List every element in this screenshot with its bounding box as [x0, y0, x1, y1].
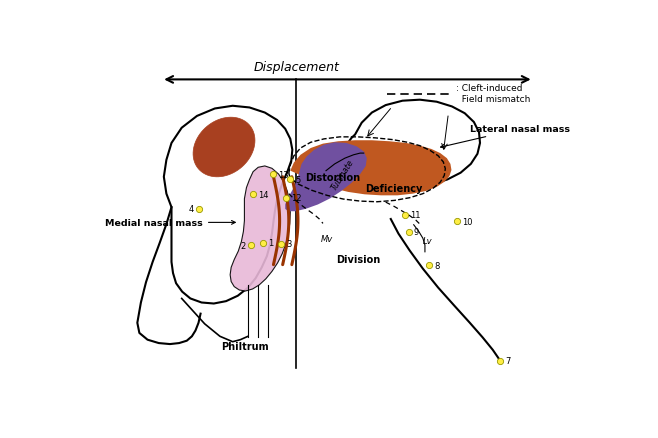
- Text: Medial nasal mass: Medial nasal mass: [105, 219, 236, 227]
- Text: 14: 14: [258, 191, 268, 199]
- Text: Tubinate: Tubinate: [330, 158, 355, 192]
- Text: Distortion: Distortion: [305, 173, 361, 182]
- Text: 2: 2: [240, 241, 245, 250]
- Text: 12: 12: [291, 194, 302, 203]
- Text: 4: 4: [188, 205, 193, 214]
- Text: 8: 8: [434, 261, 440, 270]
- Text: Division: Division: [336, 254, 380, 264]
- Polygon shape: [346, 100, 480, 188]
- Text: 13: 13: [278, 170, 290, 179]
- Text: : Cleft-induced
  Field mismatch: : Cleft-induced Field mismatch: [455, 84, 530, 103]
- Polygon shape: [285, 143, 367, 212]
- Text: Lateral nasal mass: Lateral nasal mass: [441, 125, 570, 149]
- Text: 1: 1: [268, 239, 274, 247]
- Text: Mv: Mv: [321, 234, 333, 243]
- Text: 3: 3: [286, 240, 291, 249]
- Text: 10: 10: [462, 217, 472, 226]
- Text: 5: 5: [295, 176, 301, 184]
- Text: Lv: Lv: [423, 237, 432, 246]
- Text: Philtrum: Philtrum: [222, 342, 269, 352]
- Text: Displacement: Displacement: [253, 61, 340, 74]
- Text: 11: 11: [410, 211, 420, 219]
- Text: 9: 9: [414, 227, 419, 237]
- Text: 7: 7: [505, 357, 511, 366]
- Polygon shape: [193, 118, 255, 177]
- Polygon shape: [230, 166, 290, 291]
- Polygon shape: [290, 141, 451, 196]
- Polygon shape: [164, 106, 292, 304]
- Text: Deficiency: Deficiency: [365, 183, 422, 193]
